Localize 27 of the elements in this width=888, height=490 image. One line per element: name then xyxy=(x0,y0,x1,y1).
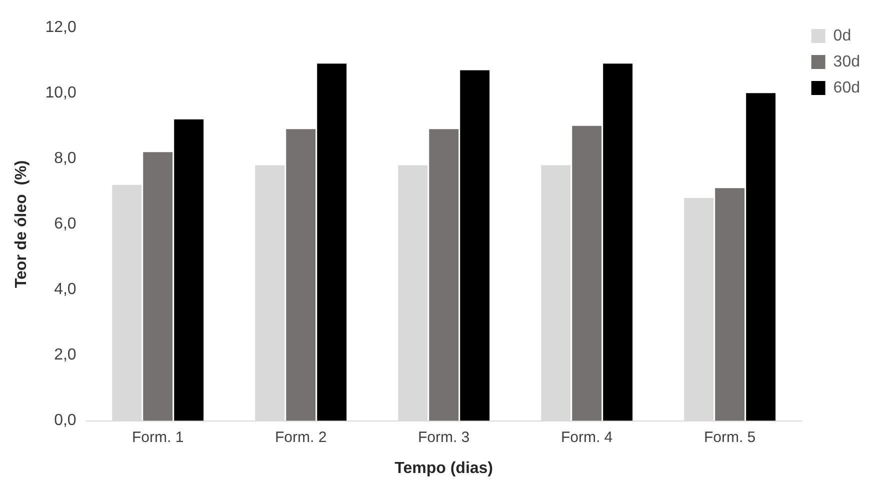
x-axis-title: Tempo (dias) xyxy=(394,460,494,477)
bar xyxy=(143,152,173,421)
bar xyxy=(715,188,745,421)
bar xyxy=(746,93,776,421)
bar xyxy=(174,119,204,421)
x-tick-label: Form. 1 xyxy=(132,428,184,446)
y-tick-label: 12,0 xyxy=(45,19,76,36)
y-tick-label: 4,0 xyxy=(54,281,76,298)
y-tick-label: 0,0 xyxy=(54,412,76,430)
bar xyxy=(603,64,633,421)
bar xyxy=(429,129,459,421)
legend-label: 30d xyxy=(833,53,860,70)
y-tick-label: 10,0 xyxy=(45,84,76,102)
y-tick-label: 2,0 xyxy=(54,346,76,364)
x-tick-label: Form. 2 xyxy=(274,428,327,446)
legend-label: 60d xyxy=(833,79,860,96)
x-tick-label: Form. 3 xyxy=(418,428,470,446)
y-axis-title: Teor de óleo (%) xyxy=(13,160,30,288)
x-tick-label: Form. 5 xyxy=(704,428,756,446)
bar xyxy=(286,129,316,421)
bar xyxy=(317,64,347,421)
y-tick-label: 8,0 xyxy=(54,150,76,168)
legend-label: 0d xyxy=(833,27,852,44)
bar xyxy=(572,126,602,421)
y-tick-label: 6,0 xyxy=(54,216,76,233)
x-tick-label: Form. 4 xyxy=(560,428,613,446)
bar xyxy=(460,70,490,421)
